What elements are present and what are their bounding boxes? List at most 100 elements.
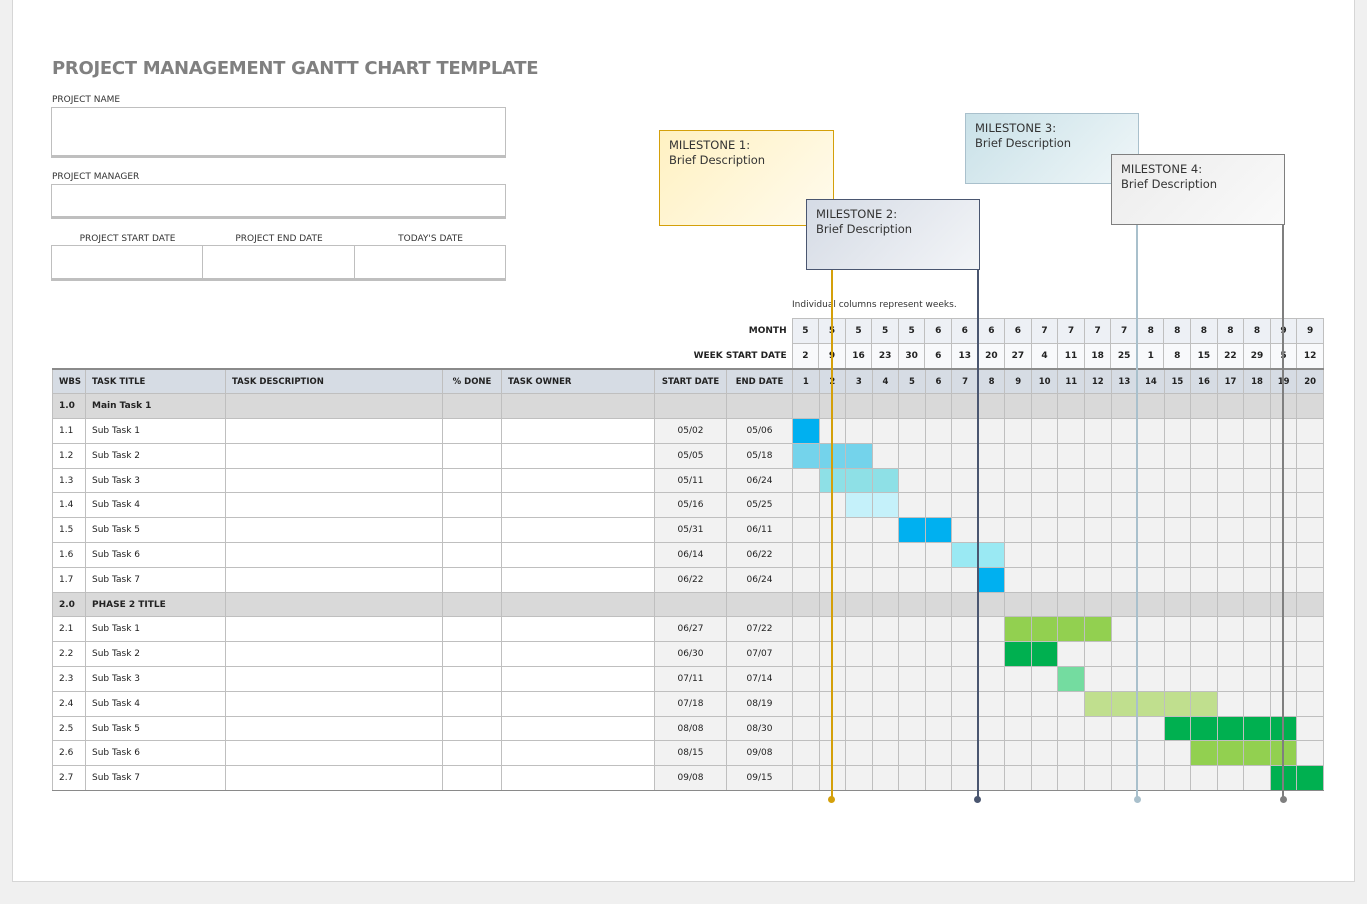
task-owner-cell[interactable] [501,765,655,792]
percent-done-cell[interactable] [442,740,502,767]
task-description-cell[interactable] [225,715,443,742]
start-date-cell[interactable]: 05/31 [654,517,727,544]
task-owner-cell[interactable] [501,566,655,593]
task-description-cell[interactable] [225,765,443,792]
task-description-cell[interactable] [225,591,443,618]
task-title-cell[interactable]: Sub Task 3 [85,467,226,494]
task-title-cell[interactable]: Sub Task 7 [85,566,226,593]
task-description-cell[interactable] [225,641,443,668]
end-date-cell[interactable]: 08/30 [726,715,793,742]
task-owner-cell[interactable] [501,616,655,643]
start-date-cell[interactable]: 05/02 [654,418,727,444]
start-date-cell[interactable] [654,393,727,420]
percent-done-cell[interactable] [442,517,502,544]
start-date-cell[interactable] [654,591,727,618]
percent-done-cell[interactable] [442,641,502,668]
task-owner-cell[interactable] [501,467,655,494]
task-owner-cell[interactable] [501,492,655,519]
task-title-cell[interactable]: Sub Task 1 [85,418,226,444]
project-start-date-field[interactable] [52,246,203,278]
task-description-cell[interactable] [225,542,443,568]
task-owner-cell[interactable] [501,740,655,767]
project-manager-field[interactable] [51,184,506,219]
milestone-box[interactable]: MILESTONE 2: Brief Description [806,199,980,270]
percent-done-cell[interactable] [442,467,502,494]
task-title-cell[interactable]: Sub Task 2 [85,641,226,668]
percent-done-cell[interactable] [442,715,502,742]
task-description-cell[interactable] [225,740,443,767]
end-date-cell[interactable]: 08/19 [726,690,793,717]
start-date-cell[interactable]: 06/22 [654,566,727,593]
percent-done-cell[interactable] [442,492,502,519]
end-date-cell[interactable] [726,591,793,618]
end-date-cell[interactable]: 05/06 [726,418,793,444]
task-title-cell[interactable]: Sub Task 6 [85,542,226,568]
task-owner-cell[interactable] [501,418,655,444]
start-date-cell[interactable]: 05/16 [654,492,727,519]
percent-done-cell[interactable] [442,542,502,568]
task-title-cell[interactable]: Main Task 1 [85,393,226,420]
end-date-cell[interactable]: 09/08 [726,740,793,767]
milestone-box[interactable]: MILESTONE 4: Brief Description [1111,154,1285,225]
start-date-cell[interactable]: 08/15 [654,740,727,767]
start-date-cell[interactable]: 06/30 [654,641,727,668]
start-date-cell[interactable]: 06/14 [654,542,727,568]
end-date-cell[interactable]: 06/22 [726,542,793,568]
task-owner-cell[interactable] [501,442,655,469]
task-owner-cell[interactable] [501,666,655,692]
task-title-cell[interactable]: PHASE 2 TITLE [85,591,226,618]
task-title-cell[interactable]: Sub Task 5 [85,715,226,742]
task-title-cell[interactable]: Sub Task 5 [85,517,226,544]
task-owner-cell[interactable] [501,591,655,618]
start-date-cell[interactable]: 07/18 [654,690,727,717]
percent-done-cell[interactable] [442,666,502,692]
task-owner-cell[interactable] [501,641,655,668]
milestone-box[interactable]: MILESTONE 1: Brief Description [659,130,834,226]
task-title-cell[interactable]: Sub Task 4 [85,492,226,519]
project-end-date-field[interactable] [203,246,355,278]
start-date-cell[interactable]: 05/11 [654,467,727,494]
task-title-cell[interactable]: Sub Task 2 [85,442,226,469]
task-description-cell[interactable] [225,467,443,494]
task-owner-cell[interactable] [501,690,655,717]
task-title-cell[interactable]: Sub Task 1 [85,616,226,643]
task-description-cell[interactable] [225,442,443,469]
percent-done-cell[interactable] [442,566,502,593]
start-date-cell[interactable]: 09/08 [654,765,727,792]
percent-done-cell[interactable] [442,418,502,444]
end-date-cell[interactable]: 06/24 [726,566,793,593]
end-date-cell[interactable] [726,393,793,420]
task-description-cell[interactable] [225,393,443,420]
today-date-field[interactable] [355,246,506,278]
task-description-cell[interactable] [225,616,443,643]
end-date-cell[interactable]: 05/25 [726,492,793,519]
percent-done-cell[interactable] [442,442,502,469]
task-description-cell[interactable] [225,492,443,519]
end-date-cell[interactable]: 07/07 [726,641,793,668]
end-date-cell[interactable]: 06/24 [726,467,793,494]
end-date-cell[interactable]: 09/15 [726,765,793,792]
percent-done-cell[interactable] [442,591,502,618]
end-date-cell[interactable]: 05/18 [726,442,793,469]
project-name-field[interactable] [51,107,506,158]
task-description-cell[interactable] [225,666,443,692]
task-owner-cell[interactable] [501,517,655,544]
task-owner-cell[interactable] [501,715,655,742]
percent-done-cell[interactable] [442,690,502,717]
task-description-cell[interactable] [225,418,443,444]
end-date-cell[interactable]: 07/22 [726,616,793,643]
percent-done-cell[interactable] [442,393,502,420]
start-date-cell[interactable]: 08/08 [654,715,727,742]
end-date-cell[interactable]: 06/11 [726,517,793,544]
task-owner-cell[interactable] [501,393,655,420]
percent-done-cell[interactable] [442,616,502,643]
end-date-cell[interactable]: 07/14 [726,666,793,692]
percent-done-cell[interactable] [442,765,502,792]
task-description-cell[interactable] [225,690,443,717]
task-title-cell[interactable]: Sub Task 6 [85,740,226,767]
task-title-cell[interactable]: Sub Task 7 [85,765,226,792]
task-title-cell[interactable]: Sub Task 4 [85,690,226,717]
start-date-cell[interactable]: 06/27 [654,616,727,643]
task-description-cell[interactable] [225,566,443,593]
task-description-cell[interactable] [225,517,443,544]
